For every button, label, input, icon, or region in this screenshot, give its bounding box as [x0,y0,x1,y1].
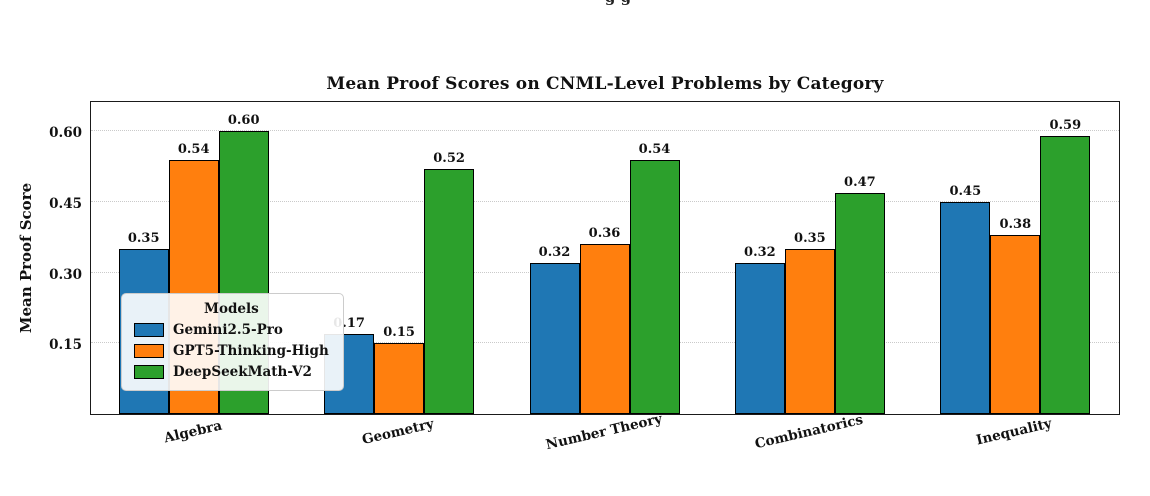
bar-value-label: 0.47 [844,174,876,190]
y-tick-label: 0.15 [49,337,82,354]
bar [834,192,885,414]
bar [734,263,785,414]
bar-value-label: 0.52 [433,150,465,166]
y-tick-label: 0.30 [49,266,82,283]
bar-cell: 0.52 [424,151,475,414]
legend-entry-label: DeepSeekMath-V2 [173,364,312,380]
bar-cell: 0.47 [834,175,885,414]
gridline [91,200,1119,202]
bar [424,168,475,414]
plot-area: Models Gemini2.5-Pro GPT5-Thinking-High De… [90,101,1120,415]
bar [529,263,580,414]
bar [374,343,425,414]
y-tick-label: 0.60 [49,125,82,142]
bar [784,249,835,414]
bar-value-label: 0.59 [1049,118,1082,133]
bar-value-label: 0.15 [383,325,415,341]
legend-swatch [134,323,164,337]
bar [990,234,1041,414]
chart-title: Mean Proof Scores on CNML-Level Problems… [326,74,884,94]
legend-entry: Gemini2.5-Pro [134,322,329,338]
y-tick-rail: 0.15 0.30 0.45 0.60 [0,101,84,415]
bar-cell: 0.35 [784,231,835,414]
bar-value-label: 0.38 [999,216,1032,232]
bar-cell: 0.38 [990,217,1041,414]
bar-cell: 0.54 [629,142,680,414]
bar-value-label: 0.60 [227,113,260,129]
legend-title: Models [204,301,259,317]
bar-group: 0.17 0.15 0.52 [324,151,475,414]
bar-value-label: 0.54 [177,141,210,157]
bar-value-label: 0.54 [638,141,671,157]
bar-value-label: 0.32 [538,245,571,261]
bar-cell: 0.32 [734,245,785,414]
bar-value-label: 0.36 [588,226,621,242]
legend: Models Gemini2.5-Pro GPT5-Thinking-High De… [121,293,344,391]
clipped-header-text: g g [548,0,688,8]
bar-value-label: 0.32 [744,245,776,261]
bar-group: 0.32 0.36 0.54 [529,142,680,414]
bar-group: 0.32 0.35 0.47 [734,175,885,414]
legend-entry: GPT5-Thinking-High [134,343,329,359]
legend-entry-label: Gemini2.5-Pro [173,322,283,338]
bar-cell: 0.45 [940,184,991,414]
bar-cell: 0.59 [1040,118,1091,414]
bar-cell: 0.32 [529,245,580,414]
bar [579,244,630,414]
bar [629,159,680,414]
legend-entry-label: GPT5-Thinking-High [173,343,329,359]
bar-cell: 0.36 [579,226,630,414]
y-tick-label: 0.45 [49,195,82,212]
bar-group: 0.45 0.38 0.59 [940,118,1091,414]
bar [1040,136,1091,414]
bar-value-label: 0.35 [794,231,826,247]
legend-entry: DeepSeekMath-V2 [134,364,329,380]
legend-swatch [134,344,164,358]
bar [940,201,991,414]
gridline [91,130,1119,132]
bar-value-label: 0.35 [127,231,160,247]
legend-swatch [134,365,164,379]
bar-value-label: 0.45 [949,183,982,199]
bar-cell: 0.15 [374,325,425,414]
